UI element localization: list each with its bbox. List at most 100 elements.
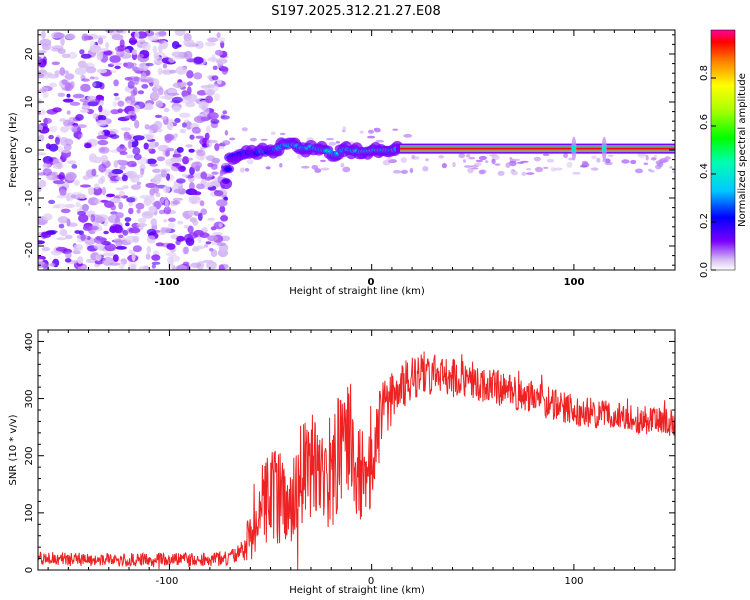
snr-y-tick-label: 0 bbox=[24, 567, 35, 573]
heatmap-cell bbox=[96, 68, 108, 74]
heatmap-cell bbox=[175, 66, 187, 75]
colorbar-frame bbox=[710, 29, 736, 271]
heatmap-cell bbox=[122, 229, 129, 236]
heatmap-cell bbox=[143, 142, 149, 150]
heatmap-cell bbox=[163, 185, 171, 194]
heatmap-y-axis-label: Frequency (Hz) bbox=[8, 112, 19, 188]
heatmap-cell bbox=[171, 96, 183, 104]
heatmap-cell bbox=[82, 175, 91, 181]
heatmap-cell bbox=[193, 56, 204, 64]
heatmap-cell bbox=[340, 162, 345, 168]
heatmap-cell bbox=[193, 72, 203, 80]
heatmap-cell bbox=[193, 211, 200, 217]
heatmap-cell bbox=[62, 98, 74, 103]
heatmap-cell bbox=[169, 69, 177, 74]
heatmap-cell bbox=[104, 172, 109, 176]
heatmap-cell bbox=[74, 67, 87, 76]
heatmap-cell bbox=[375, 139, 384, 143]
heatmap-cell bbox=[172, 163, 180, 167]
heatmap-cell bbox=[146, 158, 157, 165]
heatmap-cell bbox=[543, 166, 549, 169]
heatmap-cell bbox=[146, 246, 152, 254]
heatmap-cell bbox=[220, 215, 229, 222]
heatmap-cell bbox=[65, 234, 73, 240]
heatmap-cell bbox=[185, 42, 197, 48]
heatmap-cell bbox=[127, 140, 133, 149]
heatmap-cell bbox=[187, 157, 193, 161]
heatmap-cell bbox=[41, 30, 46, 39]
heatmap-cell bbox=[140, 78, 149, 83]
heatmap-cell bbox=[270, 131, 276, 135]
heatmap-cell bbox=[172, 82, 185, 89]
heatmap-cell bbox=[151, 264, 156, 269]
heatmap-cell bbox=[48, 143, 59, 152]
heatmap-cell bbox=[41, 246, 50, 252]
heatmap-cell bbox=[38, 124, 44, 132]
heatmap-cell bbox=[653, 154, 657, 158]
heatmap-cell bbox=[478, 169, 485, 175]
heatmap-cell bbox=[320, 167, 330, 171]
heatmap-cell bbox=[73, 179, 80, 186]
heatmap-cell bbox=[175, 44, 182, 48]
heatmap-cell bbox=[206, 37, 219, 43]
heatmap-cell bbox=[66, 93, 71, 98]
snr-y-tick-label: 200 bbox=[24, 446, 35, 465]
heatmap-cell bbox=[209, 248, 214, 252]
heatmap-cell bbox=[122, 185, 129, 190]
heatmap-cell bbox=[136, 181, 142, 186]
heatmap-cell bbox=[167, 89, 177, 94]
heatmap-cell bbox=[57, 92, 66, 98]
heatmap-cell bbox=[162, 63, 168, 69]
heatmap-cell bbox=[157, 67, 163, 76]
heatmap-cell bbox=[208, 83, 219, 92]
snr-frame bbox=[37, 329, 676, 571]
heatmap-cell bbox=[111, 34, 124, 41]
heatmap-cell bbox=[42, 92, 49, 99]
heatmap-cell bbox=[591, 155, 597, 160]
heatmap-cell bbox=[219, 205, 226, 213]
heatmap-cell bbox=[124, 62, 135, 69]
heatmap-cell bbox=[89, 76, 96, 80]
heatmap-cell bbox=[602, 144, 607, 153]
heatmap-panel: -100 0 100 -20 -10 0 10 20 Height of str… bbox=[8, 29, 676, 297]
heatmap-cell bbox=[158, 144, 170, 152]
heatmap-cell bbox=[217, 79, 222, 85]
heatmap-cell bbox=[153, 52, 160, 60]
heatmap-cell bbox=[279, 132, 286, 136]
heatmap-cell bbox=[145, 253, 151, 260]
heatmap-cell bbox=[196, 183, 205, 190]
heatmap-cell bbox=[475, 159, 484, 163]
heatmap-cell bbox=[137, 53, 144, 58]
heatmap-cell bbox=[126, 197, 136, 203]
heatmap-cell bbox=[110, 205, 116, 211]
heatmap-cell bbox=[210, 118, 220, 124]
heatmap-cell bbox=[297, 154, 302, 159]
heatmap-cell bbox=[155, 242, 165, 247]
heatmap-cell bbox=[199, 200, 205, 207]
heatmap-cell bbox=[56, 194, 67, 199]
heatmap-cell bbox=[136, 209, 141, 214]
heatmap-cell bbox=[182, 95, 194, 105]
heatmap-cell bbox=[645, 154, 649, 161]
heatmap-cell bbox=[210, 226, 217, 231]
snr-x-tick-label: 100 bbox=[564, 576, 583, 587]
heatmap-cell bbox=[166, 173, 171, 181]
heatmap-cell bbox=[155, 192, 161, 198]
heatmap-cell bbox=[214, 143, 220, 152]
heatmap-cell bbox=[81, 78, 90, 82]
heatmap-cell bbox=[200, 171, 207, 180]
heatmap-cell bbox=[205, 95, 214, 104]
heatmap-cell bbox=[114, 46, 125, 52]
heatmap-cell bbox=[648, 168, 652, 172]
heatmap-cell bbox=[497, 170, 505, 176]
heatmap-cell bbox=[191, 126, 201, 134]
snr-x-axis-label: Height of straight line (km) bbox=[289, 585, 425, 596]
heatmap-cell bbox=[147, 35, 159, 41]
heatmap-y-tick-label: -20 bbox=[24, 242, 35, 258]
heatmap-cell bbox=[172, 105, 181, 113]
heatmap-cell bbox=[328, 141, 337, 146]
heatmap-cell bbox=[163, 107, 170, 113]
heatmap-cell bbox=[126, 100, 132, 105]
colorbar: 0.0 0.2 0.4 0.6 0.8 Normalized spectral … bbox=[699, 29, 748, 278]
heatmap-cell bbox=[137, 217, 147, 224]
